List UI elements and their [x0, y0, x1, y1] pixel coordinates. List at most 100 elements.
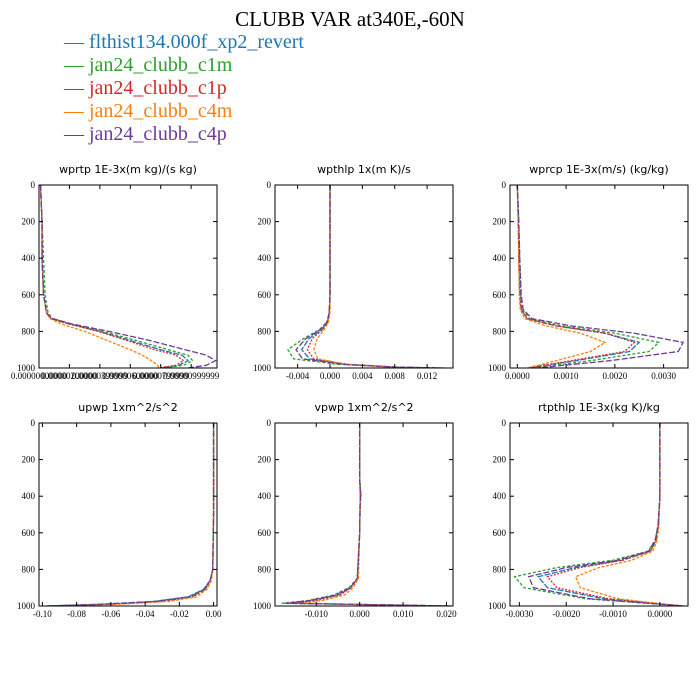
- y-tick-label: 0: [267, 418, 272, 428]
- y-tick-label: 800: [22, 326, 36, 336]
- panel-title: vpwp 1xm^2/s^2: [314, 401, 413, 414]
- chart-panel: upwp 1xm^2/s^2 0 200 400 600 800 1000-0.10 -0.0…: [17, 401, 222, 619]
- y-tick-label: 400: [258, 491, 272, 501]
- series-line: [50, 423, 215, 606]
- legend: — flthist134.000f_xp2_revert— jan24_club…: [63, 31, 304, 145]
- y-tick-label: 600: [493, 528, 507, 538]
- series-line: [47, 423, 215, 606]
- y-tick-label: 200: [22, 455, 36, 465]
- chart-panel: rtpthlp 1E-3x(kg K)/kg02004006008001000-…: [488, 401, 689, 619]
- y-tick-label: 200: [22, 217, 36, 227]
- y-tick-label: 800: [258, 564, 272, 574]
- series-line: [62, 423, 215, 606]
- x-tick-label: 0.00000999999: [163, 371, 220, 381]
- x-tick-label: 0.004: [352, 371, 373, 381]
- y-tick-label: 600: [258, 528, 272, 538]
- x-tick-label: 0.000: [320, 371, 341, 381]
- legend-entry: — jan24_clubb_c1p: [63, 77, 227, 99]
- y-tick-label: 600: [22, 528, 36, 538]
- series-line: [285, 423, 451, 606]
- y-tick-label: 0: [502, 180, 507, 190]
- y-tick-label: 600: [493, 290, 507, 300]
- y-tick-label: 1000: [488, 601, 507, 611]
- series-line: [300, 185, 436, 368]
- series-line: [39, 185, 194, 368]
- x-tick-label: -0.04: [136, 609, 155, 619]
- y-tick-label: 600: [258, 290, 272, 300]
- series-line: [516, 185, 607, 368]
- y-tick-label: 400: [493, 491, 507, 501]
- x-tick-label: 0.008: [385, 371, 406, 381]
- chart-panel: vpwp 1xm^2/s^2 0 200 400 600 800 1000 -0.010 0.0…: [253, 401, 457, 619]
- series-line: [527, 423, 684, 606]
- x-tick-label: 0.00000799999: [133, 371, 190, 381]
- series-line: [516, 185, 641, 368]
- x-tick-label: -0.06: [102, 609, 121, 619]
- x-tick-label: 0.0000: [648, 609, 673, 619]
- y-tick-label: 1000: [17, 363, 36, 373]
- chart-panels: wprtp 1E-3x(m kg)/(s kg) 0 200 400 600 800 100…: [11, 163, 689, 619]
- y-tick-label: 200: [493, 455, 507, 465]
- x-tick-label: 0.00000000000: [11, 371, 68, 381]
- series-line: [45, 423, 215, 606]
- x-tick-label: -0.02: [170, 609, 189, 619]
- x-tick-label: -0.10: [33, 609, 52, 619]
- series-line: [306, 185, 432, 368]
- x-tick-label: -0.004: [286, 371, 310, 381]
- series-line: [290, 423, 451, 606]
- legend-entry: — flthist134.000f_xp2_revert: [63, 31, 304, 53]
- series-line: [54, 423, 215, 606]
- panel-title: rtpthlp 1E-3x(kg K)/kg: [538, 401, 660, 414]
- figure-title: CLUBB VAR at340E,-60N: [235, 7, 465, 31]
- x-tick-label: 0.00000600000: [102, 371, 159, 381]
- y-tick-label: 800: [493, 326, 507, 336]
- legend-entry: — jan24_clubb_c4m: [63, 100, 233, 122]
- series-line: [303, 423, 438, 606]
- y-tick-label: 400: [22, 253, 36, 263]
- legend-entry: — jan24_clubb_c1m: [63, 54, 233, 76]
- series-line: [281, 423, 451, 606]
- plot-frame: [509, 422, 689, 607]
- x-tick-label: 0.020: [436, 609, 457, 619]
- series-line: [39, 185, 190, 368]
- x-tick-label: 0.00: [206, 609, 222, 619]
- series-line: [295, 185, 442, 368]
- plot-frame: [274, 184, 454, 369]
- series-line: [546, 423, 684, 606]
- x-tick-label: 0.00000399999: [72, 371, 129, 381]
- y-tick-label: 0: [31, 418, 36, 428]
- y-tick-label: 200: [258, 217, 272, 227]
- x-tick-label: -0.0030: [505, 609, 533, 619]
- y-tick-label: 800: [258, 326, 272, 336]
- y-tick-label: 400: [258, 253, 272, 263]
- panel-title: upwp 1xm^2/s^2: [78, 401, 178, 414]
- chart-panel: wpthlp 1x(m K)/s 0 200 400 600 800 1000 -0.004 0…: [253, 163, 454, 381]
- series-line: [516, 185, 661, 368]
- x-tick-label: 0.000: [350, 609, 371, 619]
- series-line: [39, 185, 160, 368]
- x-tick-label: 0.0000: [505, 371, 530, 381]
- x-tick-label: -0.010: [305, 609, 329, 619]
- series-line: [39, 185, 185, 368]
- y-tick-label: 1000: [253, 363, 272, 373]
- x-tick-label: -0.0010: [599, 609, 627, 619]
- plot-frame: [509, 184, 689, 369]
- x-tick-label: 0.0020: [602, 371, 627, 381]
- x-tick-label: 0.012: [417, 371, 437, 381]
- y-tick-label: 400: [22, 491, 36, 501]
- panel-title: wprcp 1E-3x(m/s) (kg/kg): [529, 163, 668, 176]
- legend-entry: — jan24_clubb_c4p: [63, 123, 227, 145]
- y-tick-label: 1000: [488, 363, 507, 373]
- plot-frame: [38, 184, 218, 369]
- x-tick-label: -0.0020: [552, 609, 580, 619]
- series-line: [516, 185, 685, 368]
- chart-panel: wprtp 1E-3x(m kg)/(s kg) 0 200 400 600 800 100…: [11, 163, 220, 381]
- series-line: [536, 423, 684, 606]
- y-tick-label: 0: [31, 180, 36, 190]
- x-tick-label: -0.08: [67, 609, 86, 619]
- chart-panel: wprcp 1E-3x(m/s) (kg/kg) 0 200 400 600 800 100…: [488, 163, 689, 381]
- series-line: [294, 423, 447, 606]
- series-line: [39, 185, 217, 368]
- x-tick-label: 0.00000200000: [41, 371, 98, 381]
